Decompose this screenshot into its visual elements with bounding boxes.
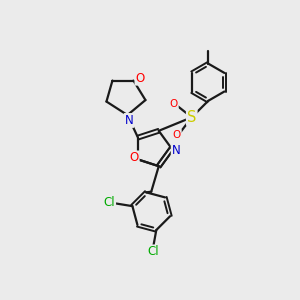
Text: O: O	[129, 152, 139, 164]
Text: N: N	[172, 143, 181, 157]
Text: O: O	[169, 99, 178, 110]
Text: O: O	[172, 130, 181, 140]
Text: Cl: Cl	[103, 196, 115, 209]
Text: O: O	[135, 72, 145, 85]
Text: Cl: Cl	[148, 245, 159, 258]
Text: S: S	[187, 110, 196, 125]
Text: N: N	[124, 114, 133, 127]
